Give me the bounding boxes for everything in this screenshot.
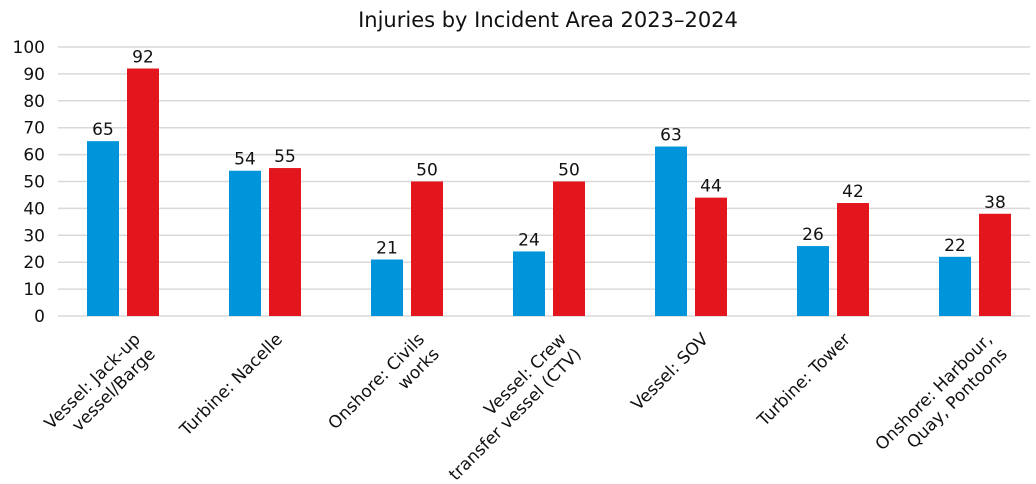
x-tick-label: Vessel: SOV xyxy=(628,329,713,414)
x-tick-label: Turbine: Tower xyxy=(753,330,855,432)
x-tick-label: Turbine: Nacelle xyxy=(176,330,287,441)
y-tick-label: 30 xyxy=(23,226,45,246)
data-label: 44 xyxy=(700,177,722,197)
y-tick-label: 90 xyxy=(23,65,45,85)
y-tick-label: 10 xyxy=(23,280,45,300)
bar xyxy=(553,181,585,316)
bar xyxy=(939,256,971,316)
x-tick-label-group: Turbine: Tower xyxy=(753,330,855,432)
bar xyxy=(411,181,443,316)
x-tick-label: transfer vessel (CTV) xyxy=(445,344,585,484)
data-label: 50 xyxy=(558,161,580,181)
bar xyxy=(127,68,159,317)
y-tick-label: 100 xyxy=(13,38,45,58)
bar xyxy=(371,259,403,316)
data-label: 42 xyxy=(842,182,864,202)
bar xyxy=(797,246,829,316)
y-tick-label: 40 xyxy=(23,199,45,219)
y-tick-label: 70 xyxy=(23,119,45,139)
y-tick-label: 50 xyxy=(23,173,45,193)
data-label: 50 xyxy=(416,161,438,181)
x-tick-label-group: Vessel: SOV xyxy=(628,329,713,414)
x-tick-label-group: Turbine: Nacelle xyxy=(176,330,287,441)
x-tick-label-group: Onshore: Harbour,Quay, Pontoons xyxy=(872,330,1012,455)
data-label: 38 xyxy=(984,193,1006,213)
data-label: 92 xyxy=(132,48,154,68)
data-label: 26 xyxy=(802,225,824,245)
data-label: 54 xyxy=(234,150,256,170)
data-label: 21 xyxy=(376,239,398,259)
data-label: 22 xyxy=(944,236,966,256)
chart-title: Injuries by Incident Area 2023–2024 xyxy=(358,8,738,32)
y-tick-label: 20 xyxy=(23,253,45,273)
bar xyxy=(269,168,301,316)
bar xyxy=(87,141,119,316)
data-label: 24 xyxy=(518,230,540,250)
bar xyxy=(229,170,261,316)
y-tick-label: 0 xyxy=(34,307,45,327)
bar xyxy=(695,197,727,316)
data-label: 65 xyxy=(92,120,114,140)
y-tick-label: 80 xyxy=(23,92,45,112)
y-tick-label: 60 xyxy=(23,146,45,166)
bar xyxy=(513,251,545,316)
data-label: 55 xyxy=(274,147,296,167)
bar xyxy=(837,203,869,316)
data-label: 63 xyxy=(660,126,682,146)
bar xyxy=(655,146,687,316)
bar xyxy=(979,213,1011,316)
